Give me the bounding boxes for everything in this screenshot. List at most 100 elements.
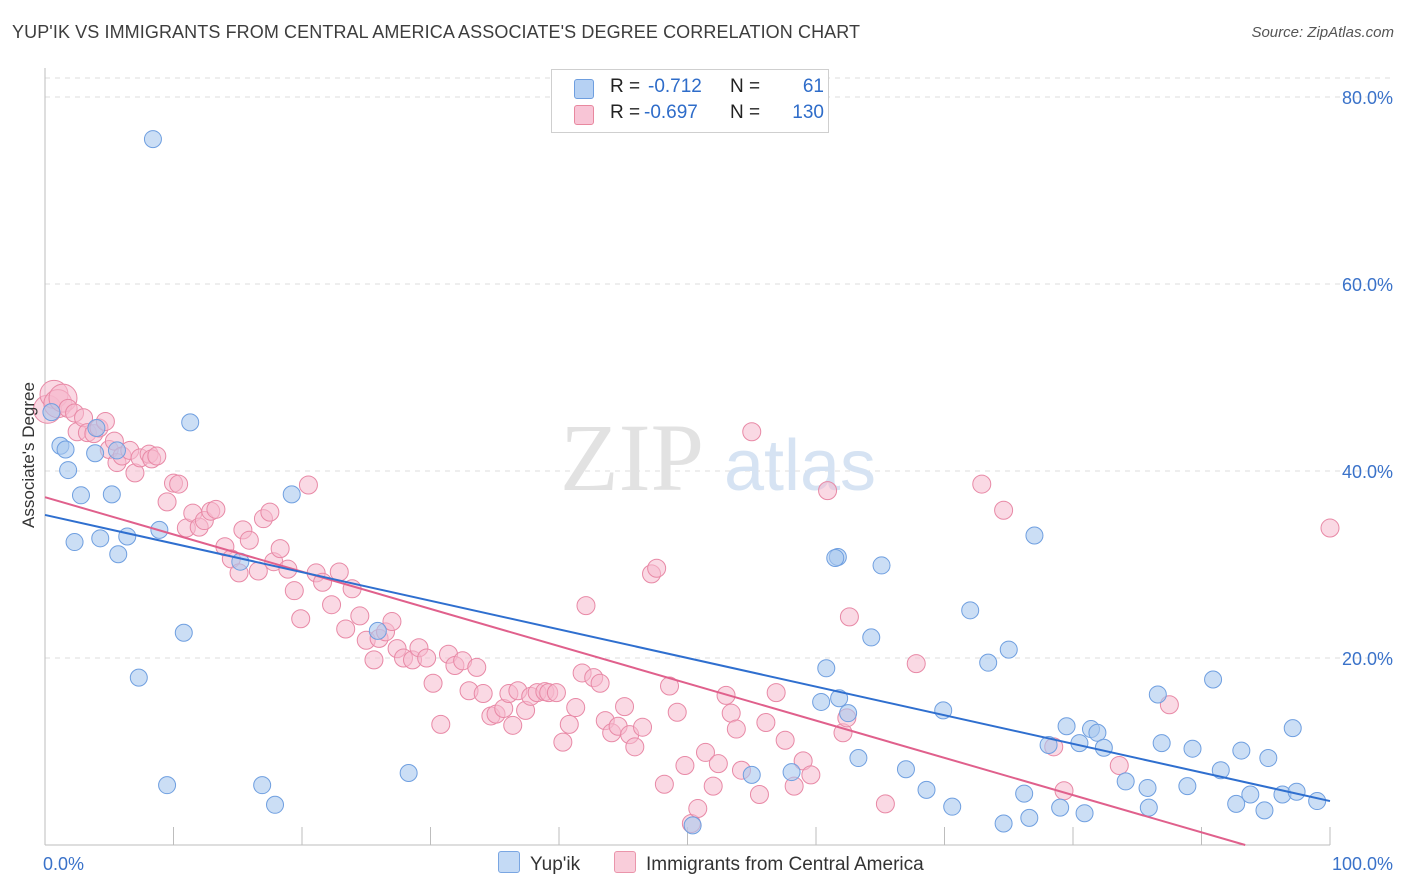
legend-n-label: N = [730, 102, 761, 123]
data-point-yupik [107, 441, 126, 460]
data-point-yupik [999, 640, 1018, 659]
data-point-immigrants [559, 714, 579, 734]
data-point-yupik [1227, 794, 1246, 813]
data-point-immigrants [625, 737, 645, 757]
legend-swatch-immigrants [614, 851, 636, 873]
legend-n-label: N = [730, 76, 761, 97]
correlation-legend: R = -0.712 N = 61 R = -0.697 N = 130 [551, 69, 829, 133]
data-point-yupik [1232, 741, 1251, 760]
legend-r-value: -0.712 [648, 76, 702, 97]
data-point-immigrants [818, 481, 838, 501]
data-point-yupik [812, 692, 831, 711]
data-point-immigrants [147, 446, 167, 466]
data-point-immigrants [906, 654, 926, 674]
data-point-yupik [872, 556, 891, 575]
data-point-yupik [71, 486, 90, 505]
data-point-yupik [1241, 785, 1260, 804]
data-point-immigrants [473, 684, 493, 704]
data-point-yupik [839, 704, 858, 723]
data-point-immigrants [1109, 756, 1129, 776]
data-point-yupik [56, 440, 75, 459]
data-point-yupik [1116, 772, 1135, 791]
data-point-yupik [158, 776, 177, 795]
data-point-immigrants [291, 609, 311, 629]
data-point-yupik [1088, 723, 1107, 742]
data-point-yupik [830, 689, 849, 708]
data-point-immigrants [239, 530, 259, 550]
data-point-yupik [1025, 526, 1044, 545]
data-point-yupik [1152, 734, 1171, 753]
data-point-immigrants [660, 676, 680, 696]
x-tick-label: 100.0% [1332, 854, 1393, 874]
data-point-yupik [109, 545, 128, 564]
data-point-immigrants [994, 500, 1014, 520]
data-point-yupik [683, 816, 702, 835]
data-point-immigrants [839, 607, 859, 627]
data-point-immigrants [590, 673, 610, 693]
data-point-immigrants [576, 596, 596, 616]
data-point-yupik [1148, 685, 1167, 704]
data-point-yupik [1094, 738, 1113, 757]
trend-line-yupik [44, 513, 1331, 803]
trend-line-immigrants [44, 496, 1246, 846]
axes-layer [44, 68, 1331, 846]
data-point-immigrants [875, 794, 895, 814]
series-yupik-points [42, 130, 1327, 835]
legend-r-label: R = [610, 102, 641, 123]
data-point-yupik [129, 668, 148, 687]
data-point-immigrants [382, 612, 402, 632]
y-tick-label: 80.0% [1342, 88, 1393, 108]
data-point-immigrants [553, 732, 573, 752]
data-point-immigrants [675, 756, 695, 776]
legend-label-yupik: Yup'ik [530, 854, 581, 875]
data-point-immigrants [654, 774, 674, 794]
data-point-immigrants [169, 474, 189, 494]
data-point-immigrants [766, 683, 786, 703]
data-point-immigrants [1320, 518, 1340, 538]
legend-swatch-blue [574, 79, 594, 99]
x-tick-label: 0.0% [43, 854, 84, 874]
legend-n-value: 130 [792, 102, 824, 123]
data-point-immigrants [775, 730, 795, 750]
chart-source: Source: ZipAtlas.com [1251, 24, 1394, 41]
watermark-zip: ZIP [560, 404, 704, 511]
data-point-immigrants [566, 698, 586, 718]
data-point-immigrants [364, 650, 384, 670]
y-axis-label: Associate's Degree [19, 382, 38, 528]
data-point-immigrants [467, 657, 487, 677]
data-point-yupik [862, 628, 881, 647]
data-point-immigrants [260, 502, 280, 522]
data-point-yupik [1204, 670, 1223, 689]
y-tick-label: 40.0% [1342, 462, 1393, 482]
data-point-yupik [782, 763, 801, 782]
data-point-yupik [282, 485, 301, 504]
data-point-yupik [742, 765, 761, 784]
data-point-yupik [1178, 777, 1197, 796]
data-point-yupik [826, 548, 845, 567]
data-point-yupik [1015, 784, 1034, 803]
data-point-immigrants [695, 742, 715, 762]
data-point-yupik [1211, 761, 1230, 780]
data-point-yupik [1183, 739, 1202, 758]
data-point-immigrants [756, 713, 776, 733]
data-point-immigrants [749, 785, 769, 805]
data-point-yupik [253, 776, 272, 795]
data-point-yupik [817, 659, 836, 678]
legend-swatch-pink [574, 105, 594, 125]
data-point-immigrants [801, 765, 821, 785]
legend-r-label: R = [610, 76, 641, 97]
data-point-yupik [59, 461, 78, 480]
data-point-immigrants [972, 474, 992, 494]
data-point-immigrants [206, 499, 226, 519]
data-point-yupik [118, 527, 137, 546]
data-point-immigrants [742, 422, 762, 442]
data-point-immigrants [350, 606, 370, 626]
data-point-yupik [65, 533, 84, 552]
data-point-yupik [42, 403, 61, 422]
data-point-immigrants [157, 492, 177, 512]
y-tick-label: 60.0% [1342, 275, 1393, 295]
data-point-yupik [1020, 808, 1039, 827]
legend-item-yupik: Yup'ik [498, 851, 580, 876]
data-point-yupik [896, 760, 915, 779]
